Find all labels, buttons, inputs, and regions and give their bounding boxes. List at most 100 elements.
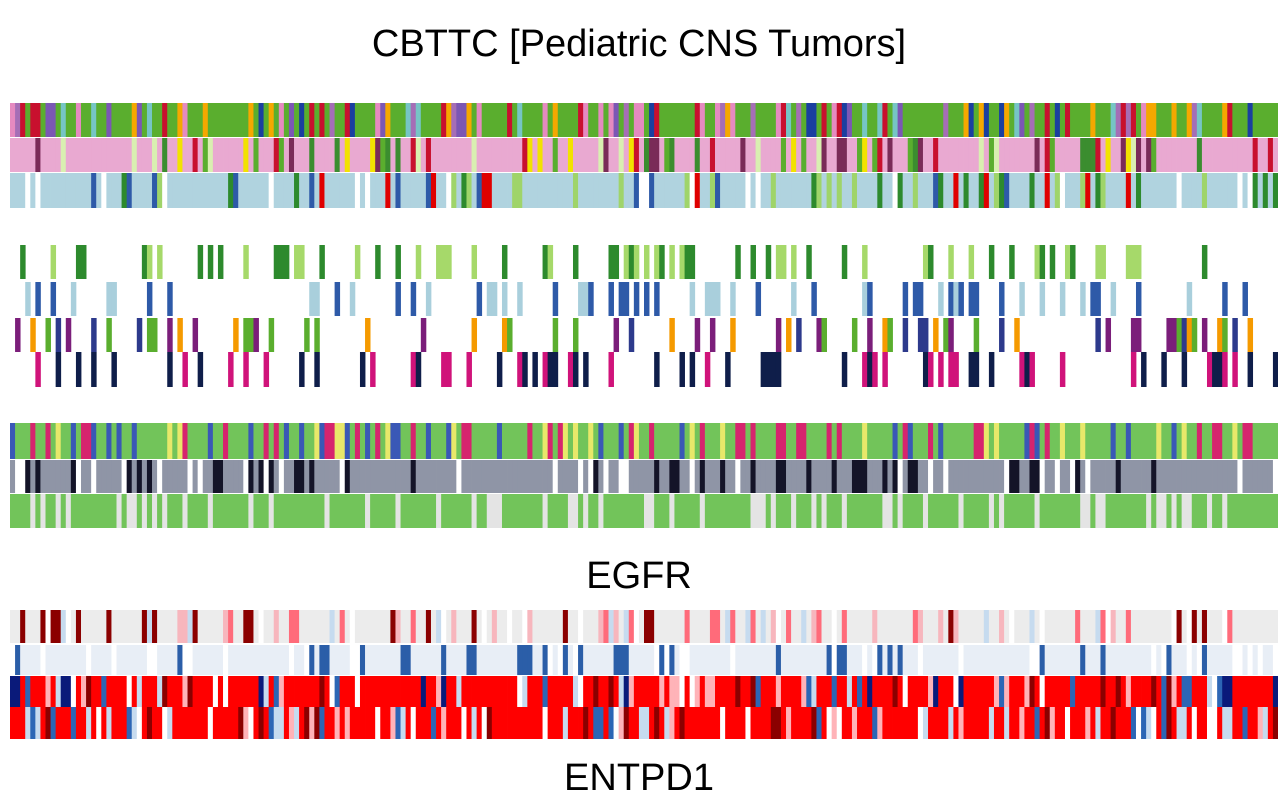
heatmap-cell bbox=[375, 707, 381, 739]
heatmap-cell bbox=[456, 138, 462, 172]
heatmap-cell bbox=[344, 460, 351, 493]
heatmap-cell bbox=[1034, 610, 1041, 643]
heatmap-cell bbox=[1227, 423, 1233, 459]
heatmap-cell bbox=[1181, 138, 1188, 172]
heatmap-cell bbox=[35, 494, 41, 528]
heatmap-cell bbox=[96, 645, 102, 675]
heatmap-cell bbox=[664, 173, 670, 208]
heatmap-cell bbox=[968, 460, 975, 493]
heatmap-cell bbox=[273, 494, 280, 528]
heatmap-cell bbox=[415, 460, 422, 493]
heatmap-cell bbox=[1227, 173, 1233, 208]
heatmap-cell bbox=[953, 282, 959, 316]
heatmap-cell bbox=[1156, 173, 1162, 208]
heatmap-cell bbox=[638, 138, 645, 172]
heatmap-cell bbox=[451, 676, 457, 707]
heatmap-cell bbox=[588, 460, 594, 493]
heatmap-cell bbox=[1176, 494, 1183, 528]
heatmap-cell bbox=[983, 460, 990, 493]
heatmap-cell bbox=[126, 103, 133, 137]
heatmap-cell bbox=[501, 460, 508, 493]
heatmap-cell bbox=[197, 494, 204, 528]
heatmap-cell bbox=[380, 707, 386, 739]
heatmap-cell bbox=[1156, 460, 1162, 493]
heatmap-cell bbox=[572, 245, 579, 279]
heatmap-cell bbox=[25, 645, 31, 675]
heatmap-cell bbox=[928, 103, 934, 137]
heatmap-cell bbox=[1227, 138, 1233, 172]
heatmap-cell bbox=[907, 707, 914, 739]
heatmap-cell bbox=[405, 645, 412, 675]
heatmap-cell bbox=[851, 423, 858, 459]
heatmap-cell bbox=[912, 707, 919, 739]
heatmap-cell bbox=[968, 103, 975, 137]
heatmap-cell bbox=[228, 423, 234, 459]
heatmap-cell bbox=[380, 494, 386, 528]
heatmap-cell bbox=[791, 282, 797, 316]
heatmap-cell bbox=[1009, 173, 1015, 208]
heatmap-cell bbox=[958, 460, 964, 493]
heatmap-cell bbox=[1054, 707, 1061, 739]
heatmap-cell bbox=[669, 173, 675, 208]
heatmap-cell bbox=[481, 103, 488, 137]
heatmap-cell bbox=[1222, 352, 1228, 387]
heatmap-cell bbox=[278, 103, 285, 137]
heatmap-cell bbox=[750, 645, 756, 675]
heatmap-cell bbox=[243, 138, 249, 172]
heatmap-cell bbox=[862, 460, 868, 493]
heatmap-cell bbox=[623, 645, 630, 675]
heatmap-cell bbox=[907, 103, 914, 137]
heatmap-cell bbox=[471, 610, 478, 643]
heatmap-cell bbox=[106, 460, 112, 493]
heatmap-cell bbox=[1181, 676, 1188, 707]
heatmap-cell bbox=[1130, 173, 1137, 208]
heatmap-cell bbox=[1085, 103, 1091, 137]
heatmap-cell bbox=[304, 645, 310, 675]
heatmap-cell bbox=[471, 423, 478, 459]
heatmap-cell bbox=[725, 645, 731, 675]
heatmap-cell bbox=[238, 460, 244, 493]
heatmap-cell bbox=[395, 494, 401, 528]
heatmap-cell bbox=[10, 103, 16, 137]
heatmap-cell bbox=[674, 103, 680, 137]
heatmap-cell bbox=[963, 103, 970, 137]
heatmap-cell bbox=[988, 173, 995, 208]
heatmap-cell bbox=[258, 676, 264, 707]
heatmap-cell bbox=[704, 645, 711, 675]
heatmap-cell bbox=[552, 494, 559, 528]
heatmap-cell bbox=[501, 138, 508, 172]
heatmap-cell bbox=[958, 173, 964, 208]
heatmap-cell bbox=[841, 707, 848, 739]
heatmap-cell bbox=[796, 460, 802, 493]
heatmap-cell bbox=[146, 494, 153, 528]
heatmap-cell bbox=[476, 610, 483, 643]
heatmap-cell bbox=[344, 173, 351, 208]
heatmap-cell bbox=[791, 423, 797, 459]
heatmap-cell bbox=[953, 494, 959, 528]
heatmap-cell bbox=[314, 676, 320, 707]
heatmap-cell bbox=[223, 423, 229, 459]
heatmap-cell bbox=[425, 460, 432, 493]
heatmap-cell bbox=[689, 245, 696, 279]
heatmap-cell bbox=[877, 676, 883, 707]
heatmap-cell bbox=[491, 138, 498, 172]
heatmap-cell bbox=[1191, 645, 1198, 675]
heatmap-cell bbox=[1186, 318, 1193, 352]
heatmap-cell bbox=[309, 645, 315, 675]
heatmap-cell bbox=[324, 645, 330, 675]
heatmap-cell bbox=[167, 494, 173, 528]
heatmap-cell bbox=[152, 645, 158, 675]
heatmap-cell bbox=[152, 103, 158, 137]
heatmap-cell bbox=[948, 707, 954, 739]
heatmap-cell bbox=[618, 138, 625, 172]
heatmap-cell bbox=[197, 138, 204, 172]
heatmap-cell bbox=[243, 494, 249, 528]
heatmap-cell bbox=[30, 103, 36, 137]
heatmap-cell bbox=[557, 423, 564, 459]
heatmap-cell bbox=[319, 173, 325, 208]
heatmap-cell bbox=[608, 460, 614, 493]
heatmap-cell bbox=[760, 707, 767, 739]
heatmap-cell bbox=[572, 707, 579, 739]
heatmap-cell bbox=[126, 138, 133, 172]
heatmap-cell bbox=[1176, 423, 1183, 459]
